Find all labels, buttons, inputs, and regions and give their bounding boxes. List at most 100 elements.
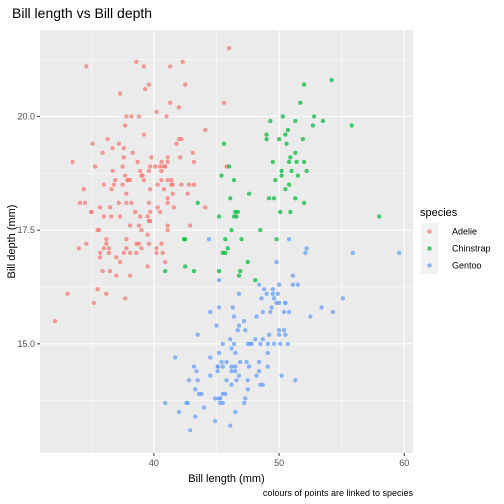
data-point-gentoo [258,341,263,346]
data-point-gentoo [231,341,237,346]
data-point-gentoo [350,250,356,255]
data-point-gentoo [176,409,182,415]
data-point-gentoo [260,337,265,342]
data-point-gentoo [208,309,213,315]
data-point-adelie [96,228,101,233]
data-point-gentoo [216,396,222,401]
data-point-chinstrap [293,118,298,124]
data-point-adelie [134,59,139,64]
data-point-adelie [101,214,106,219]
data-point-chinstrap [349,123,354,128]
data-point-adelie [170,182,175,187]
x-axis-title: Bill length (mm) [188,473,264,485]
data-point-chinstrap [191,268,197,274]
data-point-adelie [121,146,126,151]
data-point-gentoo [213,396,218,401]
data-point-adelie [168,64,173,69]
data-point-adelie [146,200,151,205]
data-point-adelie [101,246,106,251]
data-point-adelie [191,182,197,187]
data-point-gentoo [195,378,200,383]
legend-marker-gentoo [427,263,432,268]
data-point-adelie [171,205,177,210]
data-point-gentoo [278,341,283,346]
x-tick-label: 60 [399,458,409,468]
data-point-adelie [114,255,119,260]
y-axis-title: Bill depth (mm) [6,205,18,279]
data-point-adelie [124,246,129,251]
data-point-chinstrap [320,118,325,124]
data-point-chinstrap [271,196,277,201]
data-point-adelie [104,241,109,246]
data-point-adelie [174,141,179,146]
data-point-gentoo [283,300,288,306]
data-point-adelie [110,168,115,174]
data-point-gentoo [195,332,200,337]
data-point-chinstrap [288,155,293,160]
data-point-gentoo [276,282,282,287]
data-point-gentoo [163,400,168,406]
data-point-adelie [203,127,208,133]
data-point-adelie [118,91,123,96]
data-point-adelie [104,291,109,296]
data-point-adelie [91,300,96,306]
data-point-adelie [221,100,227,105]
data-point-chinstrap [304,168,309,174]
y-tick-label: 17.5 [17,225,35,235]
data-point-adelie [159,241,164,246]
y-tick-label: 15.0 [17,339,35,349]
data-point-gentoo [238,359,243,365]
data-point-chinstrap [294,159,299,165]
data-point-gentoo [199,391,204,396]
data-point-gentoo [229,364,234,369]
data-point-adelie [52,318,58,324]
data-point-gentoo [206,237,212,242]
data-point-gentoo [234,378,239,383]
data-point-adelie [154,109,159,114]
data-point-adelie [84,241,89,246]
data-point-gentoo [256,359,262,365]
data-point-gentoo [235,328,240,333]
data-point-adelie [107,205,113,210]
data-point-adelie [158,164,163,169]
data-point-gentoo [193,387,198,392]
data-point-gentoo [193,414,198,419]
data-point-adelie [135,159,140,165]
data-point-adelie [129,200,134,205]
data-point-gentoo [269,305,274,310]
data-point-chinstrap [239,237,244,242]
data-point-adelie [124,200,129,205]
data-point-gentoo [208,373,213,378]
data-point-adelie [159,168,164,174]
data-point-adelie [100,268,105,274]
data-point-gentoo [254,314,259,319]
data-point-gentoo [236,291,242,296]
data-point-adelie [185,191,190,196]
data-point-adelie [170,191,175,196]
data-point-chinstrap [266,196,272,201]
data-point-gentoo [218,400,223,406]
data-point-adelie [154,250,159,255]
data-point-adelie [110,146,115,151]
legend-marker-adelie [427,229,432,234]
data-point-gentoo [224,378,229,383]
data-point-gentoo [215,369,220,374]
data-point-gentoo [228,337,233,342]
data-point-adelie [165,228,170,233]
data-point-adelie [154,246,159,251]
data-point-adelie [148,209,153,215]
data-point-gentoo [254,373,259,378]
data-point-gentoo [229,369,234,374]
data-point-chinstrap [278,209,283,215]
data-point-gentoo [271,296,277,301]
data-point-adelie [90,141,95,146]
data-point-adelie [128,250,133,255]
data-point-chinstrap [279,173,284,178]
data-point-adelie [186,182,192,187]
data-point-adelie [160,250,165,255]
data-point-adelie [145,232,150,237]
data-point-adelie [92,164,98,169]
data-point-gentoo [279,373,284,378]
data-point-adelie [105,137,110,142]
data-point-adelie [123,173,128,178]
